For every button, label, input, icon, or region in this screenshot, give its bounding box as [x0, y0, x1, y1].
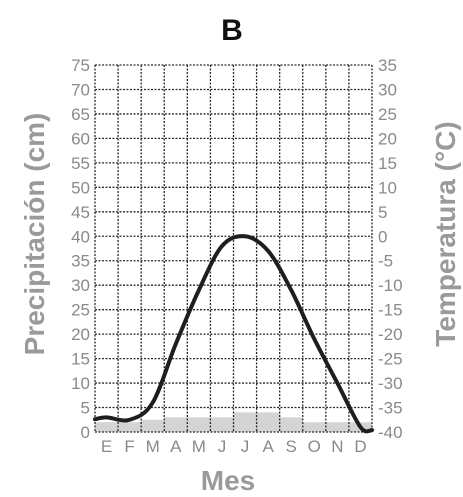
- plot-area: 051015202530354045505560657075-40-35-30-…: [71, 56, 403, 456]
- y-tick-label-right: -35: [378, 399, 403, 418]
- y-tick-label-left: 10: [71, 374, 90, 393]
- y-tick-label-left: 5: [81, 399, 90, 418]
- x-tick-label: S: [286, 437, 297, 456]
- precip-bar: [325, 422, 349, 432]
- y-tick-label-right: 15: [378, 154, 397, 173]
- precip-bar: [95, 422, 119, 432]
- y-tick-label-left: 30: [71, 276, 90, 295]
- y-tick-label-left: 65: [71, 105, 90, 124]
- y-tick-label-left: 55: [71, 154, 90, 173]
- x-tick-label: O: [308, 437, 321, 456]
- y-tick-label-left: 70: [71, 80, 90, 99]
- x-tick-label: D: [354, 437, 366, 456]
- y-tick-label-left: 75: [71, 56, 90, 75]
- temperature-line: [93, 234, 374, 434]
- x-tick-label: M: [192, 437, 206, 456]
- precip-bar: [118, 422, 142, 432]
- y-tick-label-right: -20: [378, 325, 403, 344]
- chart-title: B: [221, 14, 243, 47]
- x-tick-label: E: [101, 437, 112, 456]
- y-tick-label-left: 0: [81, 423, 90, 442]
- y-tick-label-right: 20: [378, 129, 397, 148]
- y-tick-label-left: 40: [71, 227, 90, 246]
- x-tick-label: M: [146, 437, 160, 456]
- y-axis-label-left: Precipitación (cm): [19, 113, 50, 356]
- y-tick-label-right: 10: [378, 178, 397, 197]
- y-tick-label-right: 0: [378, 227, 387, 246]
- precip-bar: [256, 412, 280, 432]
- y-tick-label-left: 15: [71, 350, 90, 369]
- x-tick-label: A: [262, 437, 274, 456]
- x-axis-label: Mes: [201, 465, 255, 496]
- y-tick-label-right: 35: [378, 56, 397, 75]
- x-tick-label: J: [241, 437, 250, 456]
- x-tick-label: N: [331, 437, 343, 456]
- y-tick-label-left: 35: [71, 252, 90, 271]
- x-tick-label: F: [124, 437, 134, 456]
- precip-bar: [210, 417, 234, 432]
- y-tick-label-right: -30: [378, 374, 403, 393]
- y-tick-label-left: 45: [71, 203, 90, 222]
- y-axis-label-right: Temperatura (°C): [430, 121, 461, 346]
- y-tick-label-right: 30: [378, 80, 397, 99]
- precip-bar: [279, 417, 303, 432]
- y-tick-label-left: 25: [71, 301, 90, 320]
- x-tick-label: J: [218, 437, 227, 456]
- y-tick-label-right: -25: [378, 350, 403, 369]
- precip-bar: [187, 417, 211, 432]
- y-tick-label-right: -15: [378, 301, 403, 320]
- y-tick-label-right: 25: [378, 105, 397, 124]
- precip-bar: [302, 422, 326, 432]
- y-tick-label-right: -10: [378, 276, 403, 295]
- y-tick-label-right: 5: [378, 203, 387, 222]
- precip-bar: [141, 419, 165, 432]
- y-tick-label-left: 50: [71, 178, 90, 197]
- precip-bar: [164, 417, 188, 432]
- precip-bar: [233, 412, 257, 432]
- y-tick-label-right: -40: [378, 423, 403, 442]
- y-tick-label-left: 60: [71, 129, 90, 148]
- x-tick-label: A: [170, 437, 182, 456]
- y-tick-label-right: -5: [378, 252, 393, 271]
- y-tick-label-left: 20: [71, 325, 90, 344]
